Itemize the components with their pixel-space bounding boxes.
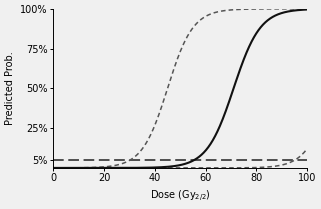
Y-axis label: Predicted Prob.: Predicted Prob. bbox=[5, 52, 15, 125]
X-axis label: Dose (Gy$_{2/2}$): Dose (Gy$_{2/2}$) bbox=[150, 189, 211, 204]
